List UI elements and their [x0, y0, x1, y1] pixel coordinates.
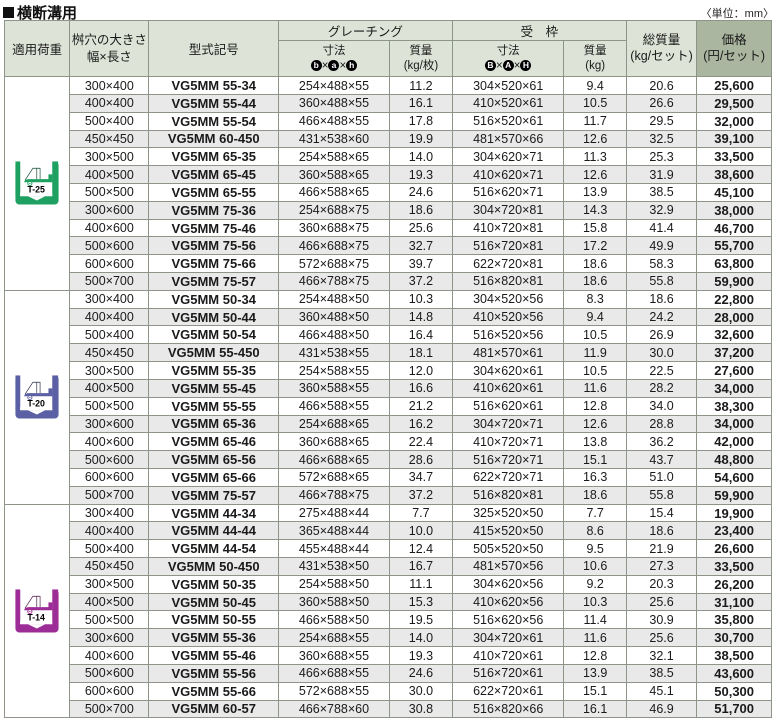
svg-text:T-14: T-14 [27, 613, 45, 623]
svg-text:T-25: T-25 [27, 185, 45, 195]
svg-text:T-20: T-20 [27, 399, 45, 409]
